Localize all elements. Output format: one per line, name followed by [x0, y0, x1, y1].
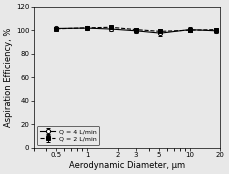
Legend: Q = 4 L/min, Q = 2 L/min: Q = 4 L/min, Q = 2 L/min — [37, 126, 99, 145]
X-axis label: Aerodynamic Diameter, μm: Aerodynamic Diameter, μm — [69, 161, 185, 170]
Y-axis label: Aspiration Efficiency, %: Aspiration Efficiency, % — [4, 28, 13, 127]
